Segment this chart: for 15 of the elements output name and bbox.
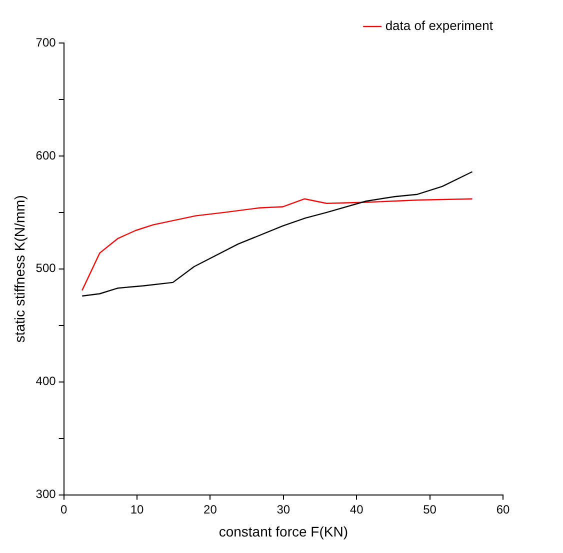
x-tick-label: 40 (350, 502, 364, 516)
y-tick-label: 300 (36, 487, 56, 502)
legend-label: data of experiment (385, 18, 494, 34)
x-tick-label: 0 (60, 502, 68, 516)
x-tick-label: 30 (276, 502, 290, 516)
y-tick-label: 700 (36, 35, 56, 50)
x-tick-label: 60 (496, 502, 510, 516)
y-axis-title: static stiffness K(N/mm) (11, 195, 28, 343)
x-tick-label: 50 (423, 502, 437, 516)
y-tick-label: 600 (36, 148, 56, 162)
y-tick-label: 400 (36, 374, 56, 388)
y-tick-label: 500 (36, 261, 56, 276)
x-tick-label: 10 (130, 502, 144, 516)
x-axis-title: constant force F(KN) (218, 523, 348, 540)
x-tick-label: 20 (204, 502, 218, 516)
